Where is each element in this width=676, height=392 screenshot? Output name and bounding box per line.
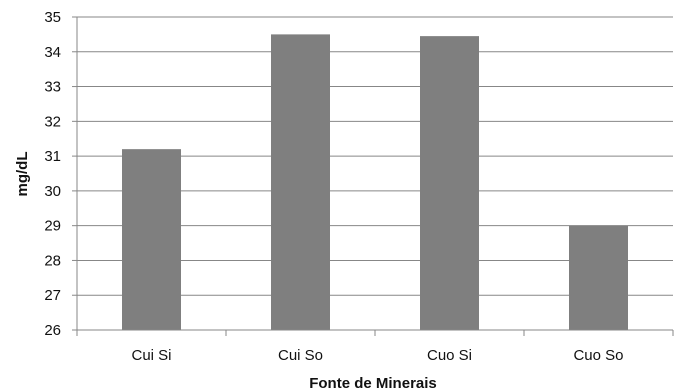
- y-tick-label: 28: [44, 252, 61, 269]
- bar: [271, 34, 330, 331]
- bar: [122, 149, 181, 330]
- y-tick-label: 35: [44, 9, 61, 26]
- y-axis-title: mg/dL: [14, 152, 31, 197]
- y-tick-label: 31: [44, 148, 61, 165]
- x-tick-label: Cuo Si: [427, 347, 472, 364]
- bar: [569, 225, 628, 330]
- y-tick-label: 27: [44, 287, 61, 304]
- x-tick-label: Cui So: [278, 347, 323, 364]
- y-tick-label: 33: [44, 79, 61, 96]
- bar: [420, 36, 479, 330]
- y-tick-label: 34: [44, 44, 61, 61]
- y-tick-labels: 26 27 28 29 30 31 32 33 34 35: [44, 9, 61, 339]
- y-tick-label: 29: [44, 218, 61, 235]
- bars: [122, 34, 628, 331]
- x-tick-label: Cuo So: [573, 347, 623, 364]
- x-tick-label: Cui Si: [131, 347, 171, 364]
- y-tick-label: 26: [44, 322, 61, 339]
- axes: [72, 16, 674, 336]
- y-tick-label: 32: [44, 113, 61, 130]
- y-tick-label: 30: [44, 183, 61, 200]
- x-axis-title: Fonte de Minerais: [309, 375, 437, 392]
- x-tick-labels: Cui Si Cui So Cuo Si Cuo So: [131, 347, 623, 364]
